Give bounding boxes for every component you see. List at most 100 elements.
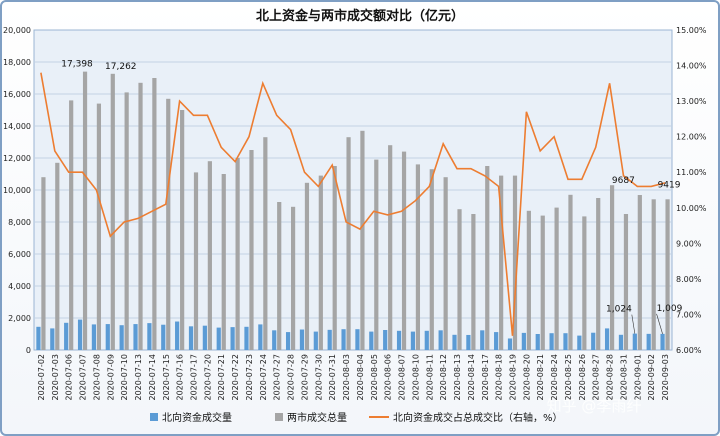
total-bar <box>193 172 199 350</box>
total-bar <box>651 199 656 350</box>
x-tick-label: 2020-08-27 <box>592 354 601 401</box>
northbound-bar <box>396 330 402 350</box>
northbound-bar <box>64 322 69 350</box>
y-right-tick-label: 13.00% <box>676 97 707 106</box>
northbound-bar <box>341 329 346 350</box>
legend-label: 两市成交总量 <box>287 411 347 424</box>
y-left-tick-label: 18,000 <box>3 58 31 67</box>
x-tick-label: 2020-07-16 <box>176 354 185 401</box>
x-tick-label: 2020-07-03 <box>51 354 60 401</box>
total-bar <box>360 130 365 350</box>
total-bar <box>221 174 226 350</box>
y-right-tick-label: 11.00% <box>676 168 707 177</box>
northbound-bar <box>563 333 568 350</box>
northbound-bar <box>480 330 485 350</box>
northbound-bar <box>535 334 540 350</box>
total-bar <box>207 161 212 350</box>
y-left-tick-label: 16,000 <box>3 90 31 99</box>
northbound-bar <box>452 334 457 350</box>
total-bar <box>277 202 282 350</box>
northbound-bar <box>313 331 318 350</box>
northbound-bar <box>424 330 429 350</box>
y-right-tick-label: 10.00% <box>676 204 707 213</box>
total-bar <box>401 151 407 350</box>
x-tick-label: 2020-08-25 <box>564 354 573 401</box>
ratio-line <box>40 72 666 336</box>
data-label-leader <box>656 313 663 334</box>
total-bar <box>568 194 573 350</box>
total-bar <box>485 166 490 350</box>
data-labels: 17,398 17,262 9687 9419 1,024 1,009 <box>61 60 683 334</box>
northbound-bar <box>604 328 610 350</box>
total-bar <box>41 177 46 350</box>
northbound-bar <box>438 330 443 350</box>
x-tick-label: 2020-08-14 <box>467 354 476 401</box>
x-tick-label: 2020-08-12 <box>439 354 448 401</box>
northbound-bar <box>161 324 166 350</box>
legend-swatch <box>150 413 158 421</box>
y-left-tick-label: 12,000 <box>3 154 31 163</box>
legend-swatch <box>275 413 283 421</box>
x-tick-label: 2020-07-15 <box>162 354 171 401</box>
northbound-bar <box>272 330 277 350</box>
x-tick-label: 2020-08-17 <box>481 354 490 401</box>
total-bar <box>166 98 171 350</box>
northbound-bar <box>216 327 221 350</box>
x-tick-label: 2020-08-20 <box>522 354 531 401</box>
total-bar <box>582 216 587 350</box>
x-tick-label: 2020-07-08 <box>92 354 101 401</box>
x-tick-label: 2020-08-07 <box>398 354 407 401</box>
x-tick-label: 2020-08-03 <box>342 354 351 401</box>
x-tick-label: 2020-09-02 <box>647 354 656 401</box>
x-tick-label: 2020-08-19 <box>509 354 518 401</box>
y-left-tick-label: 0 <box>26 346 31 355</box>
total-bar <box>415 164 421 350</box>
total-bar <box>443 177 448 350</box>
y-right-tick-label: 14.00% <box>676 62 707 71</box>
right-axis-ticks: 6.00% 7.00% 8.00% 9.00% 10.00% 11.00% 12.00% 13… <box>676 26 707 355</box>
x-tick-label: 2020-07-06 <box>65 354 74 401</box>
x-tick-label: 2020-08-21 <box>536 354 545 401</box>
northbound-bar <box>466 334 471 350</box>
total-bar <box>388 145 393 350</box>
x-tick-label: 2020-07-23 <box>245 354 254 401</box>
y-left-tick-label: 14,000 <box>3 122 31 131</box>
northbound-bar <box>646 333 651 350</box>
total-bar <box>235 158 240 350</box>
northbound-bar <box>618 334 624 350</box>
total-bar <box>96 103 102 350</box>
y-right-tick-label: 12.00% <box>676 133 707 142</box>
x-tick-label: 2020-07-14 <box>148 354 157 401</box>
total-bar <box>526 210 531 350</box>
x-tick-label: 2020-08-06 <box>384 354 393 401</box>
y-left-tick-label: 20,000 <box>3 26 31 35</box>
x-tick-label: 2020-07-30 <box>314 354 323 401</box>
data-label-leader <box>631 314 636 334</box>
data-label: 1,009 <box>657 304 683 314</box>
x-tick-label: 2020-08-28 <box>606 354 615 401</box>
legend-label: 北向资金成交量 <box>162 411 232 424</box>
total-bar <box>554 207 559 350</box>
northbound-bar <box>244 326 249 350</box>
x-tick-label: 2020-07-07 <box>79 354 88 401</box>
total-bar <box>152 78 157 350</box>
total-bar <box>290 206 296 350</box>
northbound-bar <box>133 324 138 350</box>
total-bar <box>249 150 254 350</box>
total-bar <box>637 195 642 350</box>
northbound-bar <box>355 329 360 350</box>
x-tick-label: 2020-07-10 <box>120 354 129 401</box>
x-tick-label: 2020-08-04 <box>356 354 365 401</box>
x-axis-ticks: 2020-07-02 2020-07-03 2020-07-06 2020-07-07… <box>37 354 670 401</box>
northbound-bar <box>591 332 596 350</box>
y-right-tick-label: 9.00% <box>676 239 702 248</box>
northbound-volume-bars <box>36 319 665 350</box>
data-label: 17,262 <box>105 62 137 72</box>
total-bar <box>304 182 310 350</box>
northbound-bar <box>105 324 110 350</box>
total-bar <box>69 100 74 351</box>
x-tick-label: 2020-08-31 <box>619 354 628 401</box>
northbound-bar <box>147 323 152 350</box>
northbound-bar <box>577 335 582 350</box>
total-bar <box>623 214 629 350</box>
